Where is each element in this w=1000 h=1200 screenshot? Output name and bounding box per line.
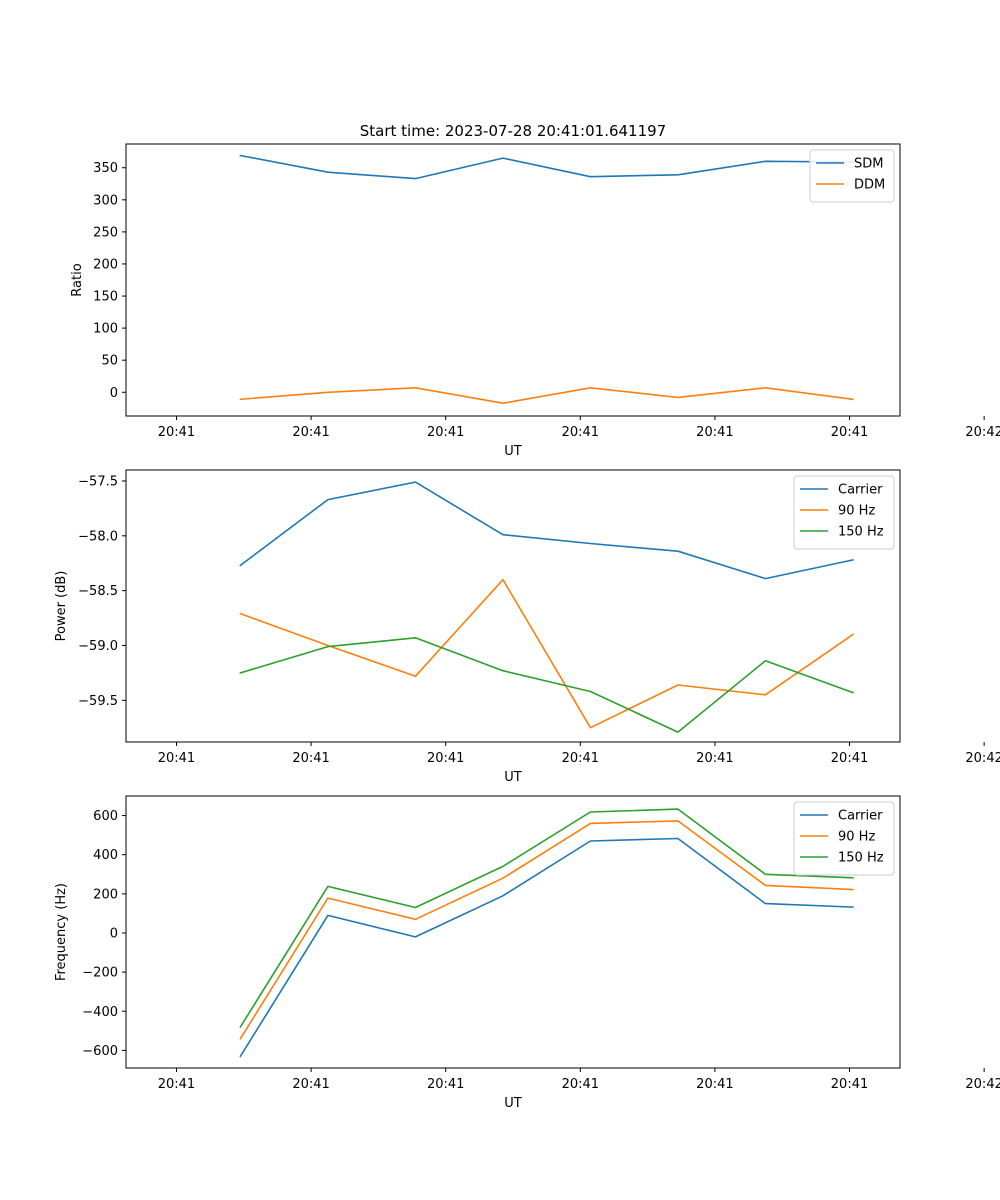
y-tick-label: 100 <box>93 322 118 337</box>
y-tick-label: −59.0 <box>78 639 118 654</box>
y-tick-label: −58.0 <box>78 529 118 544</box>
ratio-axes-frame <box>125 143 901 417</box>
power-series-90-hz <box>239 578 855 729</box>
x-tick-label: 20:41 <box>427 1077 464 1092</box>
x-tick-label: 20:41 <box>562 1077 599 1092</box>
x-tick-label: 20:41 <box>292 425 329 440</box>
x-axis-label: UT <box>504 770 522 785</box>
frequency-series-150-hz <box>239 808 854 1029</box>
x-tick-label: 20:41 <box>696 425 733 440</box>
legend-label: SDM <box>854 157 883 172</box>
x-tick-label: 20:41 <box>562 425 599 440</box>
y-tick-label: −57.5 <box>78 474 118 489</box>
x-tick-label: 20:41 <box>292 751 329 766</box>
x-tick-label: 20:41 <box>696 1077 733 1092</box>
x-tick-label: 20:41 <box>427 751 464 766</box>
x-tick-label: 20:42 <box>965 1077 1000 1092</box>
x-tick-label: 20:41 <box>158 1077 195 1092</box>
x-tick-label: 20:42 <box>965 751 1000 766</box>
legend-label: 150 Hz <box>838 851 884 866</box>
frequency-panel: 20:41 20:41 20:41 20:41 20:41 20:41 20:42 −600 −… <box>54 795 1000 1111</box>
legend-label: 150 Hz <box>838 525 884 540</box>
y-tick-label: −59.5 <box>78 694 118 709</box>
y-axis-label: Power (dB) <box>54 571 69 642</box>
x-tick-label: 20:41 <box>292 1077 329 1092</box>
frequency-series-carrier <box>239 837 854 1058</box>
y-tick-label: 400 <box>93 848 118 863</box>
legend: Carrier 90 Hz 150 Hz <box>793 475 895 550</box>
legend-label: DDM <box>854 178 885 193</box>
legend-label: Carrier <box>838 809 883 824</box>
frequency-series-90-hz <box>239 820 854 1040</box>
y-tick-label: −600 <box>82 1044 118 1059</box>
y-tick-label: 350 <box>93 161 118 176</box>
x-tick-label: 20:41 <box>158 425 195 440</box>
power-axes-frame <box>125 469 901 743</box>
ratio-series-sdm <box>239 154 854 180</box>
x-axis-label: UT <box>504 1096 522 1111</box>
y-axis-label: Ratio <box>70 263 85 296</box>
ratio-panel: Start time: 2023-07-28 20:41:01.641197 20… <box>70 122 1000 459</box>
y-tick-label: 200 <box>93 257 118 272</box>
ratio-series-ddm <box>239 386 854 405</box>
y-tick-label: 0 <box>110 926 118 941</box>
y-tick-label: −58.5 <box>78 584 118 599</box>
x-axis-label: UT <box>504 444 522 459</box>
x-tick-label: 20:41 <box>831 425 868 440</box>
x-tick-label: 20:41 <box>427 425 464 440</box>
y-tick-label: 300 <box>93 193 118 208</box>
x-tick-label: 20:41 <box>831 751 868 766</box>
power-series-150-hz <box>239 636 854 733</box>
chart-title: Start time: 2023-07-28 20:41:01.641197 <box>360 122 666 140</box>
y-tick-label: 50 <box>101 354 118 369</box>
y-tick-label: 250 <box>93 225 118 240</box>
y-axis-label: Frequency (Hz) <box>54 883 69 981</box>
legend-label: 90 Hz <box>838 504 875 519</box>
legend: SDM DDM <box>809 149 895 203</box>
x-tick-label: 20:41 <box>831 1077 868 1092</box>
y-tick-label: 0 <box>110 386 118 401</box>
y-tick-label: 150 <box>93 290 118 305</box>
y-tick-label: −200 <box>82 966 118 981</box>
legend-label: 90 Hz <box>838 830 875 845</box>
y-tick-label: 200 <box>93 887 118 902</box>
x-tick-label: 20:41 <box>562 751 599 766</box>
y-tick-label: 600 <box>93 809 118 824</box>
y-tick-label: −400 <box>82 1005 118 1020</box>
power-panel: 20:41 20:41 20:41 20:41 20:41 20:41 20:42 −59.5… <box>54 469 1000 785</box>
power-series-carrier <box>239 481 854 580</box>
frequency-axes-frame <box>125 795 901 1069</box>
x-tick-label: 20:42 <box>965 425 1000 440</box>
legend: Carrier 90 Hz 150 Hz <box>793 801 895 876</box>
x-tick-label: 20:41 <box>158 751 195 766</box>
legend-label: Carrier <box>838 483 883 498</box>
x-tick-label: 20:41 <box>696 751 733 766</box>
